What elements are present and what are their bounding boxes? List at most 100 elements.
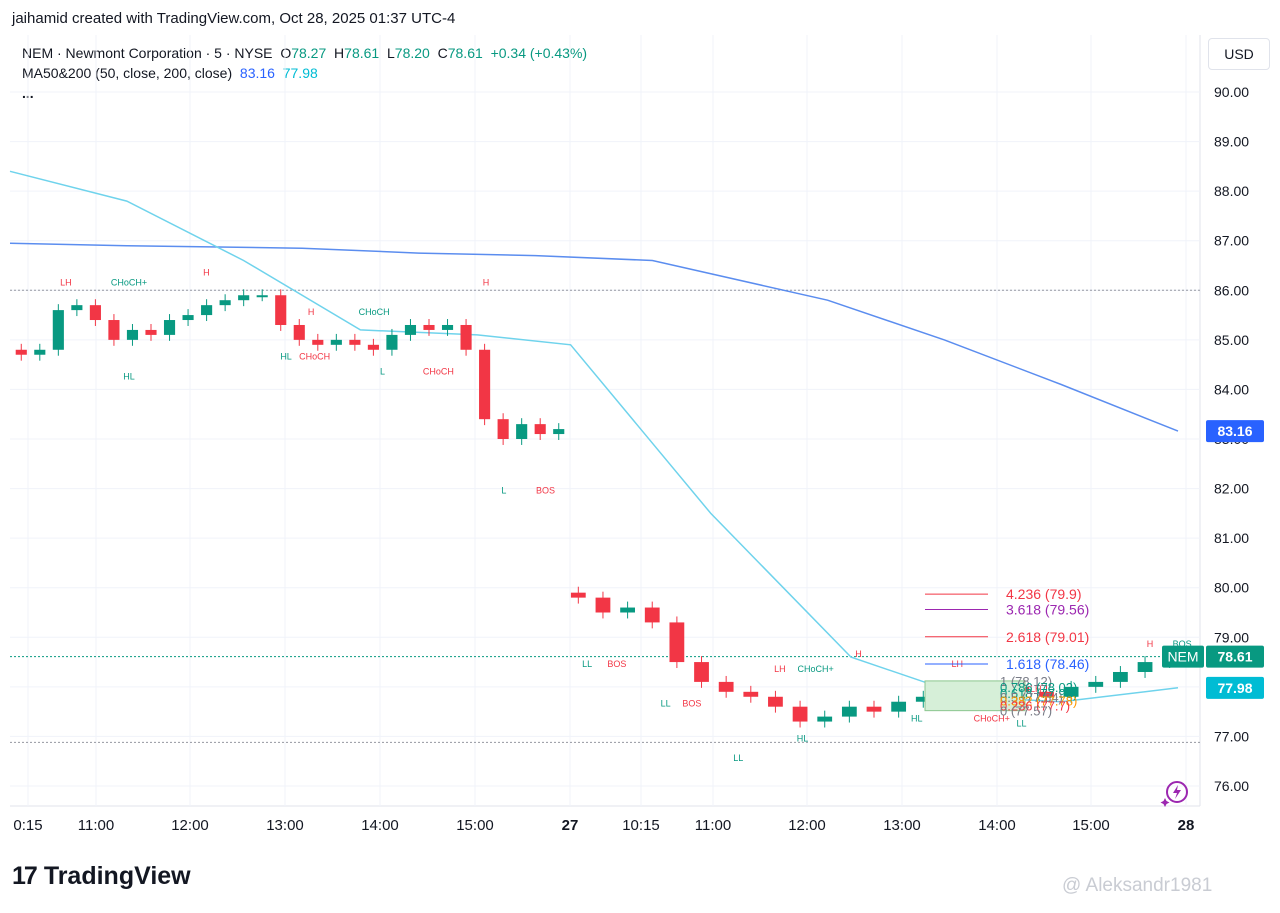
x-tick-label: 28 (1178, 817, 1195, 834)
candle-session-2 (915, 696, 931, 702)
fib-label: 0.382 (77.78) (1000, 694, 1077, 709)
low-label: L (386, 45, 395, 61)
spark-icon[interactable] (1160, 778, 1190, 808)
structure-label: BOS (536, 486, 555, 496)
structure-label: LH (60, 277, 72, 287)
x-tick-label: 15:00 (1072, 817, 1110, 834)
last-price-tag-bg (1206, 645, 1264, 668)
candle-session-2 (768, 696, 783, 707)
ma200-price-tag: 77.98 (1217, 680, 1252, 696)
candle-session-1 (367, 344, 379, 350)
open-value: 78.27 (291, 45, 327, 61)
y-tick-label: 87.00 (1214, 233, 1249, 249)
candle-session-1 (423, 324, 435, 330)
x-tick-label: 14:00 (361, 817, 399, 834)
candle-session-1 (516, 424, 528, 439)
structure-label: H (308, 307, 315, 317)
candle-session-1 (15, 349, 27, 355)
structure-label: CHoCH (423, 367, 454, 377)
currency-button[interactable]: USD (1208, 38, 1270, 70)
structure-label: LL (1016, 719, 1026, 729)
structure-label: H (1147, 639, 1154, 649)
fib-label: 2.618 (79.01) (1006, 629, 1089, 645)
candle-session-1 (126, 329, 139, 340)
structure-label: CHoCH+ (111, 277, 147, 287)
candle-session-1 (201, 305, 213, 316)
structure-label: HL (911, 714, 923, 724)
structure-label: LH (1030, 684, 1042, 694)
candle-session-1 (441, 324, 454, 330)
candle-session-1 (275, 295, 287, 325)
candle-session-2 (743, 691, 759, 697)
x-tick-label: 27 (562, 817, 579, 834)
candle-session-1 (553, 429, 565, 435)
structure-label: CHoCH+ (974, 714, 1010, 724)
price-chart[interactable]: 76.0077.0078.0079.0080.0081.0082.0083.00… (0, 0, 1280, 850)
candle-session-1 (219, 300, 231, 306)
fib-label: 0 (77.57) (1000, 704, 1052, 719)
candle-session-1 (89, 305, 101, 321)
structure-label: HL (797, 733, 809, 743)
candle-session-2 (891, 701, 907, 712)
y-tick-label: 90.00 (1214, 84, 1249, 100)
structure-label: H (483, 277, 490, 287)
candle-session-2 (866, 706, 882, 712)
fib-zone (924, 680, 1026, 712)
structure-label: CHoCH+ (797, 664, 833, 674)
candle-session-2 (1063, 686, 1079, 697)
x-tick-label: 12:00 (788, 817, 826, 834)
last-price-tag: 78.61 (1217, 649, 1252, 665)
structure-label: BOS (682, 699, 701, 709)
symbol-tag-bg (1162, 645, 1204, 668)
author-watermark: @ Aleksandr1981 (1062, 875, 1213, 896)
symbol-tag: NEM (1167, 649, 1198, 665)
tradingview-logo[interactable]: 17 TradingView (12, 862, 191, 891)
candle-session-1 (404, 324, 417, 335)
fib-label: 0.236 (77.7) (1000, 699, 1070, 714)
candle-session-1 (182, 315, 194, 321)
structure-label: HL (280, 352, 292, 362)
x-tick-label: 11:00 (78, 817, 114, 834)
structure-label: H (855, 649, 862, 659)
close-label: C (437, 45, 448, 61)
close-value: 78.61 (447, 45, 483, 61)
candle-session-2 (595, 597, 611, 613)
legend-symbol-row[interactable]: NEM · Newmont Corporation · 5 · NYSE O78… (22, 43, 587, 63)
structure-label: LL (582, 659, 592, 669)
candle-session-1 (238, 295, 250, 301)
candle-session-1 (497, 419, 509, 439)
y-tick-label: 89.00 (1214, 134, 1249, 150)
candle-session-1 (460, 324, 472, 350)
ma200-line (9, 170, 1179, 703)
structure-label: LL (661, 699, 671, 709)
x-tick-label: 11:00 (695, 817, 731, 834)
candle-session-1 (479, 349, 491, 420)
candle-session-1 (330, 339, 342, 345)
ma-indicator-label[interactable]: MA50&200 (50, close, 200, close) (22, 65, 233, 81)
fib-label: 0.786 (78.02) (1000, 680, 1077, 695)
structure-label: CHoCH (359, 307, 390, 317)
candle-session-1 (293, 324, 305, 340)
y-tick-label: 85.00 (1214, 332, 1249, 348)
fib-label: 4.236 (79.9) (1006, 586, 1082, 602)
candle-session-2 (620, 607, 635, 613)
y-tick-label: 77.00 (1214, 728, 1249, 744)
candle-session-2 (718, 681, 734, 692)
chart-attribution: jaihamid created with TradingView.com, O… (12, 10, 456, 27)
x-tick-label: 0:15 (13, 817, 42, 834)
symbol-name[interactable]: NEM · Newmont Corporation · 5 · NYSE (22, 45, 273, 61)
candle-session-1 (534, 424, 546, 435)
candle-session-2 (669, 622, 685, 663)
structure-label: CHoCH (299, 352, 330, 362)
fib-label: 0.5 (77.84) (1000, 690, 1063, 705)
candle-session-2 (694, 662, 709, 682)
change-value: +0.34 (+0.43%) (490, 45, 588, 61)
fib-label: 1 (78.12) (1000, 674, 1052, 689)
y-tick-label: 76.00 (1214, 778, 1249, 794)
legend-ma-row[interactable]: MA50&200 (50, close, 200, close) 83.16 7… (22, 63, 587, 83)
ma50-value: 83.16 (239, 65, 275, 81)
fib-label: 1.618 (78.46) (1006, 656, 1089, 672)
x-tick-label: 12:00 (171, 817, 209, 834)
candle-session-1 (71, 305, 83, 311)
structure-label: LH (774, 664, 786, 674)
